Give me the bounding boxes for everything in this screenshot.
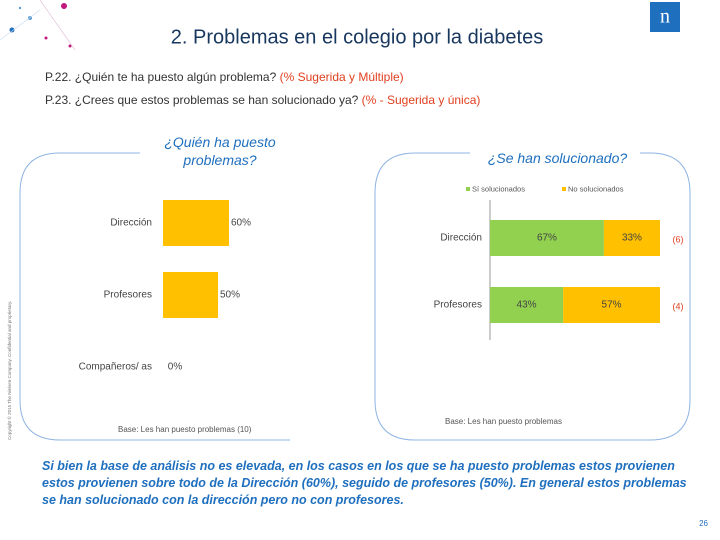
value-label: 0% xyxy=(168,362,183,373)
bar-segment xyxy=(490,220,604,256)
page-number: 26 xyxy=(699,519,708,528)
count-label: (4) xyxy=(673,301,684,311)
value-label: 43% xyxy=(517,300,537,311)
value-label: 33% xyxy=(622,233,642,244)
value-label: 50% xyxy=(220,290,240,301)
bar-segment xyxy=(563,287,660,323)
legend-label: No solucionados xyxy=(568,184,624,193)
logo: n xyxy=(660,6,670,28)
count-label: (6) xyxy=(673,234,684,244)
question-note: (% - Sugerida y única) xyxy=(362,93,481,107)
category-label: Dirección xyxy=(440,233,482,244)
bar xyxy=(163,272,218,318)
legend-marker xyxy=(466,187,470,191)
question: P.22. ¿Quién te ha puesto algún problema… xyxy=(45,70,404,84)
category-label: Compañeros/ as xyxy=(79,362,152,373)
value-label: 57% xyxy=(602,300,622,311)
base-note: Base: Les han puesto problemas (10) xyxy=(118,425,252,434)
category-label: Dirección xyxy=(110,218,152,229)
category-label: Profesores xyxy=(104,290,152,301)
decoration xyxy=(0,0,76,51)
question-text: P.23. ¿Crees que estos problemas se han … xyxy=(45,93,359,107)
question-note: (% Sugerida y Múltiple) xyxy=(280,70,404,84)
conclusion: Si bien la base de análisis no es elevad… xyxy=(42,459,687,507)
question-text: P.22. ¿Quién te ha puesto algún problema… xyxy=(45,70,277,84)
panel-frame xyxy=(374,152,691,441)
panel-frame xyxy=(19,152,290,441)
legend-label: Sí solucionados xyxy=(472,184,525,193)
bar xyxy=(163,200,229,246)
copyright: Copyright © 2015 The Nielsen Company. Co… xyxy=(6,301,12,440)
value-label: 67% xyxy=(537,233,557,244)
slide-title: 2. Problemas en el colegio por la diabet… xyxy=(171,26,543,48)
chart-title: ¿Quién ha puesto problemas? xyxy=(164,134,276,168)
value-label: 60% xyxy=(231,218,251,229)
legend-marker xyxy=(562,187,566,191)
category-label: Profesores xyxy=(434,300,482,311)
logo-box xyxy=(650,2,680,32)
question: P.23. ¿Crees que estos problemas se han … xyxy=(45,93,480,107)
bar-segment xyxy=(603,220,660,256)
bar-segment xyxy=(490,287,564,323)
base-note: Base: Les han puesto problemas xyxy=(445,417,562,426)
chart-title: ¿Se han solucionado? xyxy=(487,150,628,166)
